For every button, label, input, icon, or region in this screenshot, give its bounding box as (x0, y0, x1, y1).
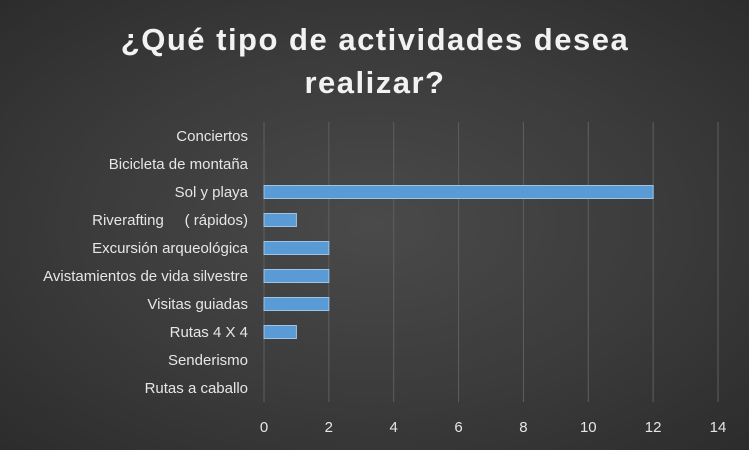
category-label: Rutas 4 X 4 (170, 324, 248, 341)
bar (263, 325, 297, 339)
category-label: Avistamientos de vida silvestre (43, 268, 248, 285)
bar (263, 297, 330, 311)
bar (263, 269, 330, 283)
bar (263, 213, 297, 227)
x-tick-label: 8 (519, 419, 527, 436)
x-tick-label: 2 (325, 419, 333, 436)
category-label: Excursión arqueológica (92, 240, 249, 257)
category-label: Rutas a caballo (145, 380, 248, 397)
x-tick-label: 6 (454, 419, 462, 436)
bar (263, 185, 654, 199)
x-tick-label: 14 (710, 419, 727, 436)
category-label: Senderismo (168, 352, 248, 369)
category-label: Conciertos (176, 128, 248, 145)
bar (263, 241, 330, 255)
x-tick-label: 4 (390, 419, 398, 436)
category-label: Visitas guiadas (147, 296, 248, 313)
category-label: Bicicleta de montaña (109, 156, 249, 173)
chart-title: ¿Qué tipo de actividades desea realizar? (120, 22, 630, 100)
x-tick-label: 0 (260, 419, 268, 436)
category-label: Riverafting ( rápidos) (92, 212, 248, 229)
category-label: Sol y playa (175, 184, 249, 201)
x-tick-label: 12 (645, 419, 662, 436)
x-tick-label: 10 (580, 419, 597, 436)
